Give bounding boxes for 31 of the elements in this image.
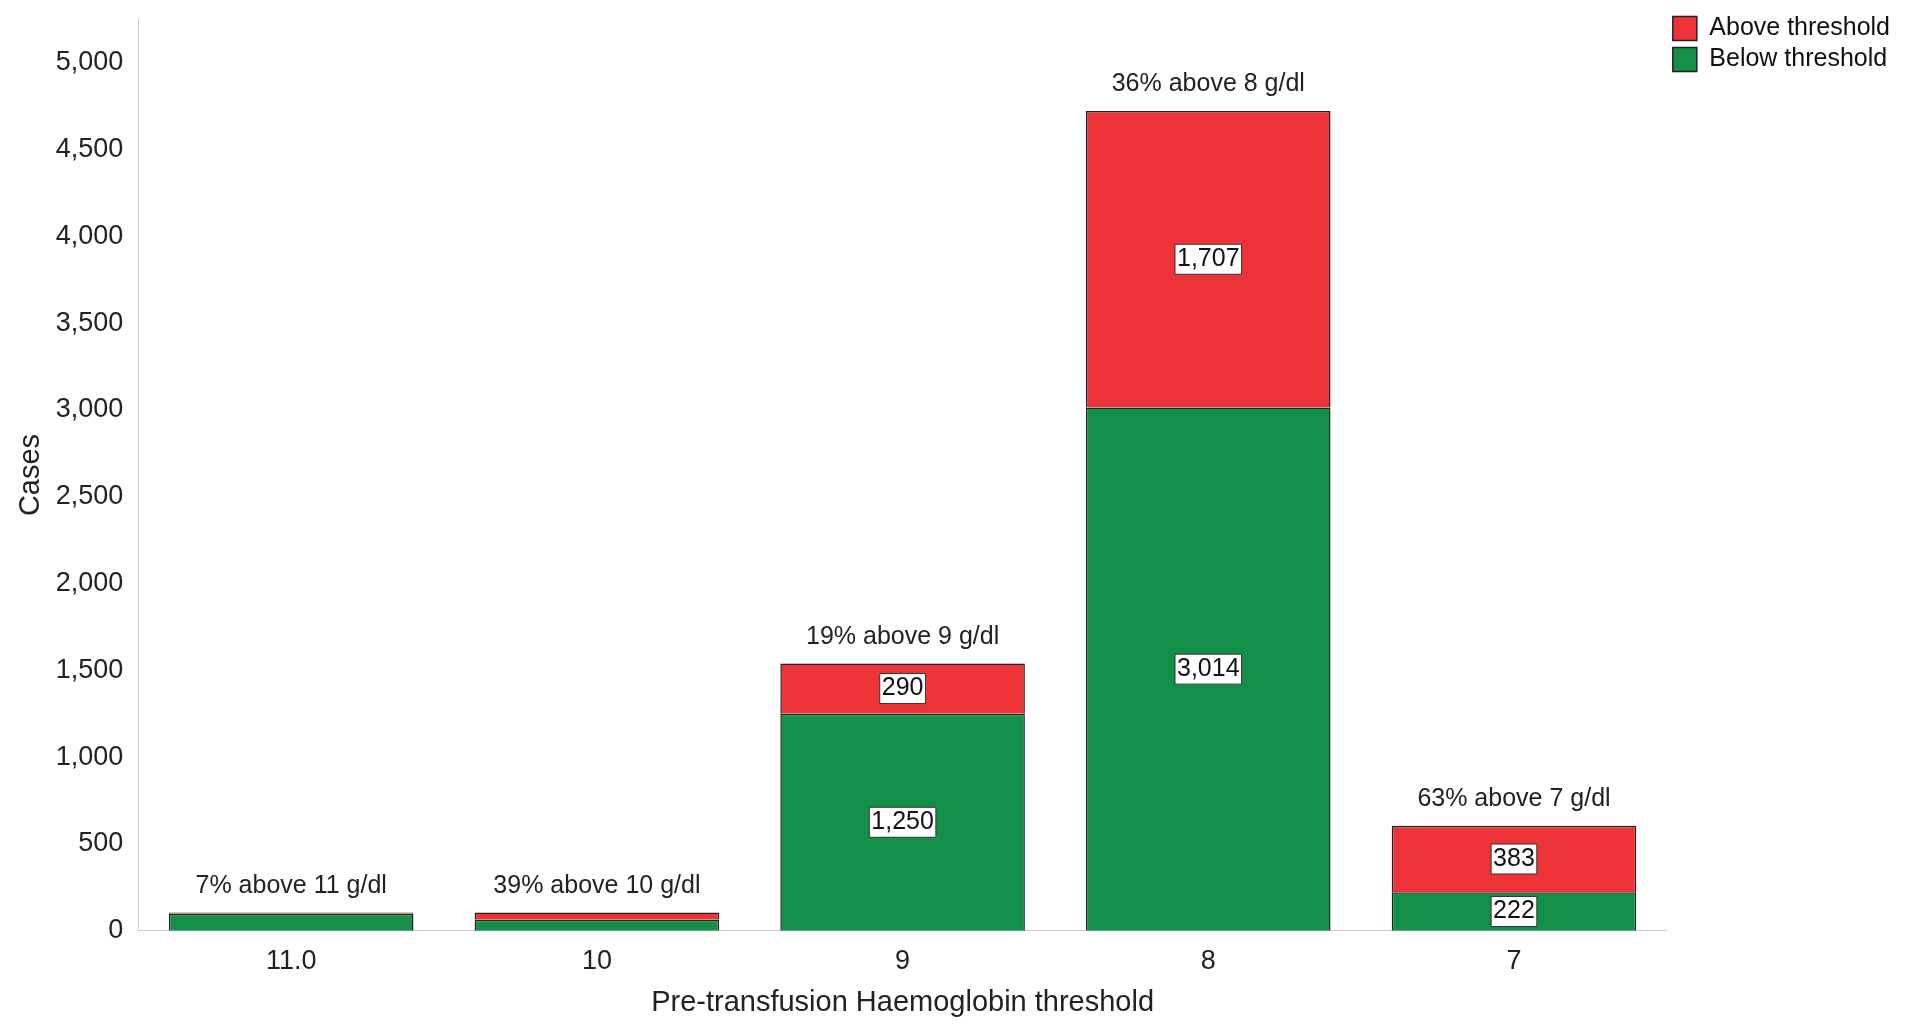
x-tick-label: 9	[895, 945, 911, 976]
y-axis-title: Cases	[13, 433, 46, 517]
y-tick-label: 4,500	[55, 132, 124, 163]
data-label: 222	[1493, 895, 1535, 924]
y-tick-label: 0	[108, 914, 124, 945]
legend-label: Above threshold	[1709, 12, 1891, 41]
x-tick-label: 10	[581, 945, 612, 976]
data-label: 1,707	[1177, 243, 1240, 272]
data-label: 3,014	[1177, 653, 1240, 682]
y-tick-label: 5,000	[55, 46, 124, 77]
annotation: 36% above 8 g/dl	[1111, 68, 1305, 97]
annotation: 19% above 9 g/dl	[805, 620, 1000, 649]
annotation: 39% above 10 g/dl	[493, 869, 701, 898]
y-tick-label: 1,500	[55, 653, 124, 684]
x-tick-label: 11.0	[265, 945, 317, 976]
y-tick-label: 4,000	[55, 219, 124, 250]
y-tick-label: 2,000	[55, 566, 124, 597]
y-tick-label: 2,500	[55, 480, 124, 511]
y-tick-label: 3,500	[55, 306, 124, 337]
data-label: 1,250	[871, 806, 934, 835]
y-tick-label: 500	[78, 827, 124, 858]
x-tick-label: 7	[1506, 945, 1522, 976]
annotation: 63% above 7 g/dl	[1417, 783, 1611, 812]
data-label: 383	[1493, 842, 1535, 871]
annotation: 7% above 11 g/dl	[195, 869, 387, 898]
x-axis-title: Pre-transfusion Haemoglobin threshold	[651, 984, 1155, 1017]
data-label: 290	[881, 672, 924, 701]
legend-label: Below threshold	[1709, 43, 1888, 72]
y-tick-label: 1,000	[55, 740, 124, 771]
y-tick-label: 3,000	[55, 393, 124, 424]
x-tick-label: 8	[1200, 945, 1216, 976]
